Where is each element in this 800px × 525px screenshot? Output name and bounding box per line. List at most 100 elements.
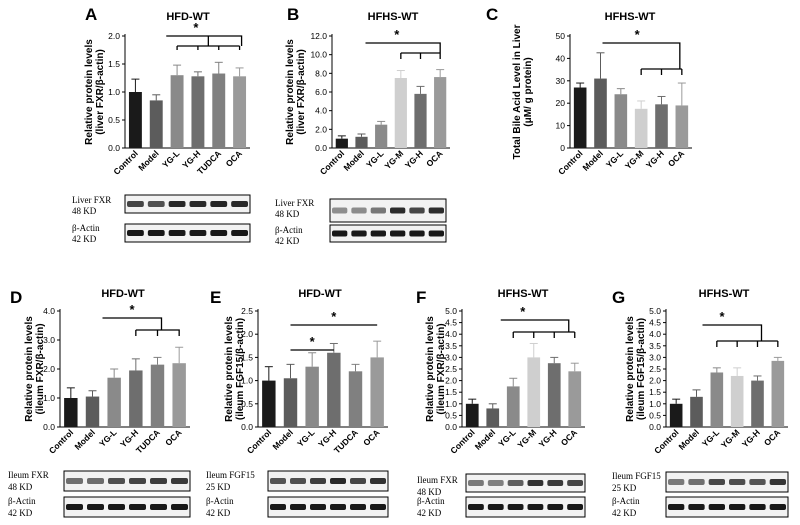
x-tick-label: OCA (163, 427, 183, 447)
bar (414, 93, 427, 148)
blot-label: β-Actin (8, 496, 36, 506)
blot-band (87, 478, 104, 484)
blot-label: 42 KD (206, 508, 231, 518)
blot-band (231, 201, 248, 207)
y-tick-label: 3.0 (43, 335, 55, 345)
bar (129, 370, 143, 427)
y-tick-label: 0.5 (108, 115, 120, 125)
blot-band (150, 504, 167, 510)
x-tick-label: TUDCA (332, 427, 360, 455)
y-tick-label: 2.0 (445, 376, 457, 386)
blot-band (409, 230, 425, 237)
y-axis-label: (ileum FXR/β-actin) (436, 323, 447, 414)
x-tick-label: YG-M (719, 427, 742, 450)
panel-a: A HFD-WT Relative protein levels (liver FXR… (72, 5, 251, 244)
significance-star: * (193, 20, 199, 35)
y-tick-label: 0.5 (445, 410, 457, 420)
y-axis-label: (μM/ g protein) (523, 57, 534, 126)
bar (305, 366, 319, 427)
bar (690, 396, 703, 427)
blot-label: Ileum FGF15 (612, 471, 661, 481)
y-tick-label: 4.5 (649, 318, 661, 328)
blot-band (390, 207, 406, 214)
y-axis-label: (ileum FGF15/β-actin) (235, 318, 246, 420)
panel-letter: A (85, 5, 97, 24)
bar (150, 364, 165, 427)
x-tick-label: OCA (762, 427, 782, 447)
y-tick-label: 1.0 (445, 399, 457, 409)
bar (568, 371, 582, 427)
blot-band (210, 230, 228, 236)
blot-band (330, 478, 346, 484)
significance-bracket (166, 35, 243, 50)
panel-letter: G (612, 288, 625, 307)
blot-band (487, 504, 504, 510)
x-tick-label: Model (341, 148, 365, 172)
y-tick-label: 0.0 (241, 422, 253, 432)
x-tick-label: Model (473, 427, 497, 451)
bar (283, 378, 298, 427)
x-tick-label: YG-L (295, 427, 316, 448)
panel-c: C HFHS-WT Total Bile Acid Level in Liver (μ… (486, 5, 692, 177)
blot-band (127, 201, 144, 207)
blot-label: 42 KD (275, 236, 300, 246)
y-tick-label: 3.5 (649, 341, 661, 351)
y-tick-label: 2.0 (649, 376, 661, 386)
y-tick-label: 4.0 (43, 306, 55, 316)
y-tick-label: 0.5 (649, 410, 661, 420)
blot-band (350, 504, 366, 510)
bar (675, 105, 689, 148)
significance-star: * (394, 27, 400, 42)
bar (327, 352, 341, 427)
blot-band (507, 504, 524, 510)
bar (107, 377, 121, 427)
blot-strip (63, 496, 191, 518)
panel-letter: D (10, 288, 22, 307)
blot-band (129, 478, 146, 484)
blot-label: β-Actin (206, 496, 234, 506)
x-tick-label: TUDCA (134, 427, 162, 455)
x-tick-label: YG-H (537, 427, 559, 449)
y-tick-label: 20 (556, 98, 566, 108)
blot-band (507, 480, 524, 486)
blot-band (749, 479, 766, 485)
blot-label: 42 KD (8, 508, 33, 518)
blot-label: 25 KD (206, 482, 231, 492)
significance-star: * (331, 309, 337, 324)
y-tick-label: 3.0 (649, 352, 661, 362)
blot-strip (329, 224, 447, 243)
blot-band (688, 504, 705, 510)
x-tick-label: YG-H (644, 148, 666, 170)
blot-band (370, 207, 386, 214)
bar (771, 360, 785, 427)
chart-title: HFHS-WT (605, 11, 656, 23)
blot-label: β-Actin (417, 496, 445, 506)
x-tick-label: YG-L (97, 427, 118, 448)
bar (573, 87, 587, 148)
y-tick-label: 10 (556, 121, 566, 131)
y-tick-label: 2.0 (315, 124, 327, 134)
panel-letter: B (287, 5, 299, 24)
blot-band (370, 504, 386, 510)
x-tick-label: YG-M (515, 427, 538, 450)
blot-band (428, 230, 444, 237)
blot-band (708, 504, 725, 510)
bar (730, 375, 744, 427)
y-tick-label: 0.0 (649, 422, 661, 432)
blot-band (270, 478, 286, 484)
y-tick-label: 3.5 (445, 341, 457, 351)
blot-band (330, 504, 346, 510)
blot-band (688, 479, 705, 485)
blot-band (567, 504, 583, 510)
blot-strip (329, 198, 447, 223)
blot-band (332, 207, 348, 214)
y-axis-label: Total Bile Acid Level in Liver (512, 24, 523, 159)
bar (262, 380, 276, 427)
blot-band (547, 480, 564, 486)
y-tick-label: 0.0 (43, 422, 55, 432)
y-tick-label: 1.5 (108, 59, 120, 69)
blot-band (189, 201, 207, 207)
blot-strip (665, 471, 789, 493)
y-tick-label: 40 (556, 53, 566, 63)
blot-label: Ileum FXR (8, 470, 49, 480)
